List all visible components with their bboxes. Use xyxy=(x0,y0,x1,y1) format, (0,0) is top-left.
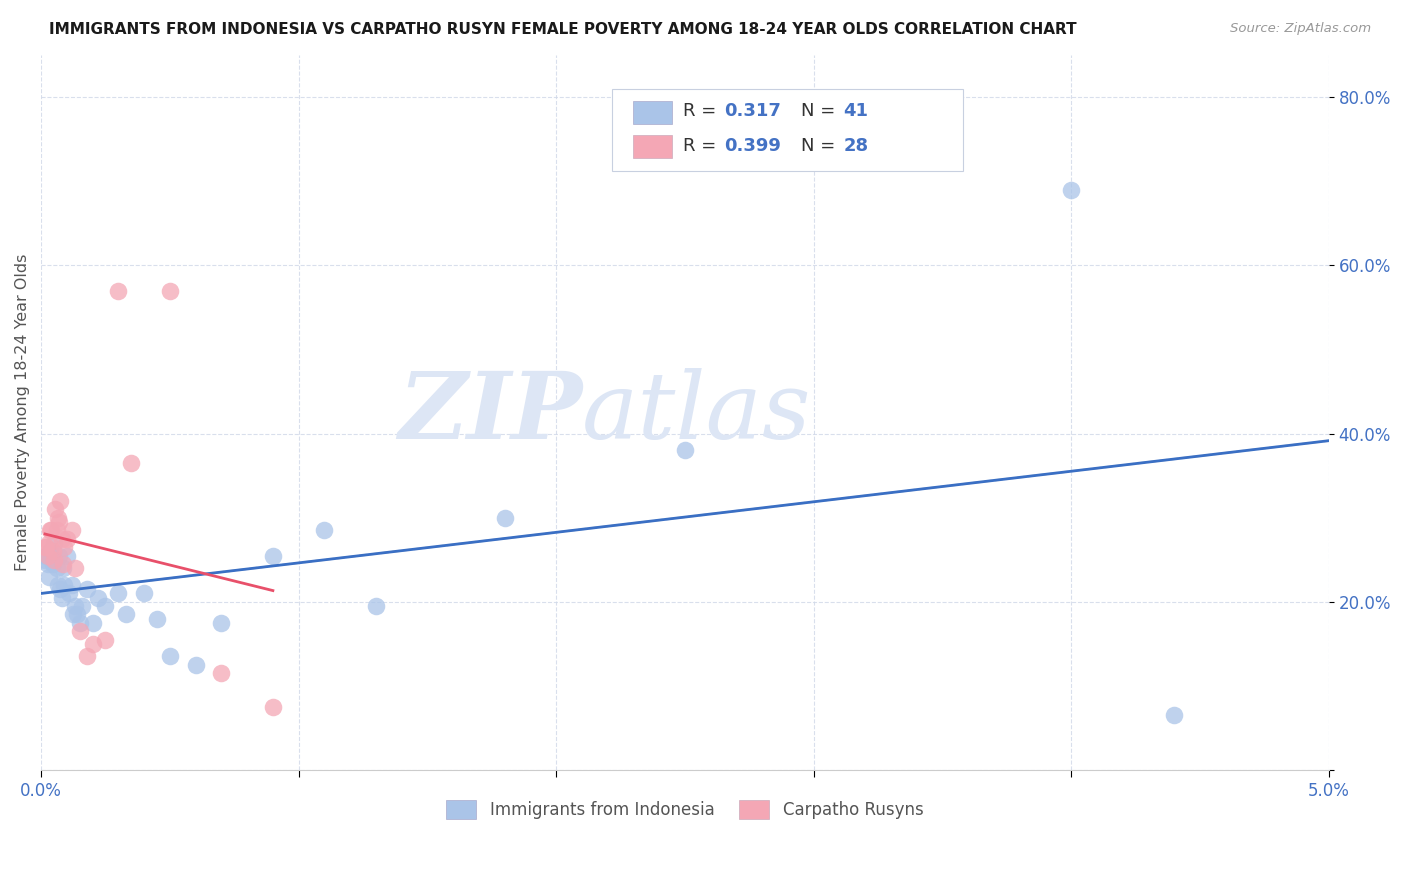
Point xyxy=(46,510,69,524)
Point xyxy=(56,532,79,546)
Point xyxy=(48,515,70,529)
Point xyxy=(45,561,67,575)
Point xyxy=(38,536,60,550)
Point xyxy=(52,561,75,575)
Point xyxy=(364,599,387,613)
Point xyxy=(1060,183,1083,197)
Point xyxy=(115,607,138,622)
Point xyxy=(69,615,91,630)
Point xyxy=(41,524,63,538)
Point xyxy=(60,524,83,538)
Point xyxy=(51,591,73,605)
Point xyxy=(51,532,73,546)
Point xyxy=(53,540,76,554)
Point xyxy=(76,582,98,597)
Y-axis label: Female Poverty Among 18-24 Year Olds: Female Poverty Among 18-24 Year Olds xyxy=(15,254,30,571)
Point xyxy=(35,549,58,563)
Point xyxy=(62,607,84,622)
Point xyxy=(146,612,169,626)
Point xyxy=(49,582,72,597)
Point xyxy=(314,524,336,538)
Point xyxy=(262,700,284,714)
Point xyxy=(34,540,56,554)
Point xyxy=(184,657,207,672)
Text: Source: ZipAtlas.com: Source: ZipAtlas.com xyxy=(1230,22,1371,36)
Point xyxy=(82,615,104,630)
Point xyxy=(76,649,98,664)
Point xyxy=(159,649,181,664)
Point xyxy=(34,553,56,567)
Point xyxy=(49,494,72,508)
Point xyxy=(39,544,62,558)
Point xyxy=(38,569,60,583)
Text: 0.399: 0.399 xyxy=(724,137,780,155)
Point xyxy=(494,510,516,524)
Point xyxy=(58,586,80,600)
Text: R =: R = xyxy=(683,137,723,155)
Point xyxy=(63,561,86,575)
Text: ZIP: ZIP xyxy=(398,368,582,458)
Point xyxy=(209,666,232,681)
Point xyxy=(46,578,69,592)
Text: 28: 28 xyxy=(844,137,869,155)
Point xyxy=(41,544,63,558)
Point xyxy=(69,624,91,639)
Point xyxy=(35,540,58,554)
Point xyxy=(52,557,75,571)
Point xyxy=(37,557,59,571)
Point xyxy=(120,456,142,470)
Point xyxy=(53,578,76,592)
Point xyxy=(42,536,65,550)
Text: R =: R = xyxy=(683,103,723,120)
Legend: Immigrants from Indonesia, Carpatho Rusyns: Immigrants from Indonesia, Carpatho Rusy… xyxy=(440,793,931,826)
Point xyxy=(159,284,181,298)
Text: IMMIGRANTS FROM INDONESIA VS CARPATHO RUSYN FEMALE POVERTY AMONG 18-24 YEAR OLDS: IMMIGRANTS FROM INDONESIA VS CARPATHO RU… xyxy=(49,22,1077,37)
Point xyxy=(37,549,59,563)
Point xyxy=(63,599,86,613)
Point xyxy=(107,284,129,298)
Point xyxy=(41,549,63,563)
Point xyxy=(66,607,89,622)
Point xyxy=(41,557,63,571)
Point xyxy=(60,578,83,592)
Point xyxy=(134,586,156,600)
Point xyxy=(48,549,70,563)
Point xyxy=(209,615,232,630)
Point xyxy=(56,549,79,563)
Point xyxy=(82,637,104,651)
Point xyxy=(107,586,129,600)
Text: atlas: atlas xyxy=(582,368,811,458)
Text: 0.317: 0.317 xyxy=(724,103,780,120)
Point xyxy=(42,553,65,567)
Point xyxy=(94,599,117,613)
Point xyxy=(94,632,117,647)
Point xyxy=(1163,708,1185,723)
Text: N =: N = xyxy=(801,137,841,155)
Point xyxy=(44,502,66,516)
Text: 41: 41 xyxy=(844,103,869,120)
Point xyxy=(673,443,696,458)
Point xyxy=(87,591,110,605)
Point xyxy=(39,524,62,538)
Point xyxy=(262,549,284,563)
Point xyxy=(72,599,94,613)
Text: N =: N = xyxy=(801,103,841,120)
Point xyxy=(45,524,67,538)
